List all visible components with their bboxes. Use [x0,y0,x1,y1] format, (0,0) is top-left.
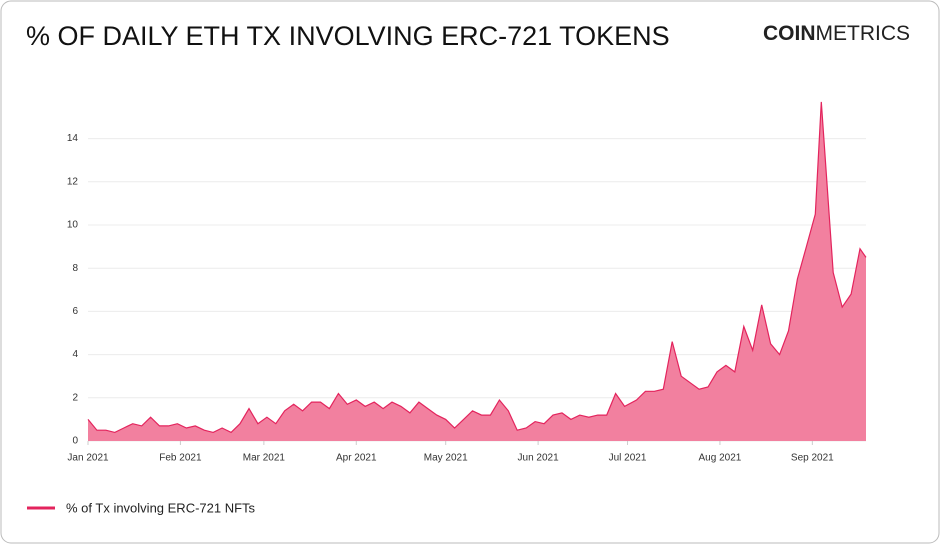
y-tick-label: 8 [72,263,78,274]
legend-label: % of Tx involving ERC-721 NFTs [66,500,256,515]
y-tick-label: 4 [72,349,78,360]
x-tick-label: Apr 2021 [336,453,377,464]
x-tick-label: Jan 2021 [67,453,109,464]
x-tick-label: Jul 2021 [609,453,647,464]
x-tick-label: Jun 2021 [518,453,560,464]
y-tick-label: 10 [67,220,79,231]
y-tick-label: 2 [72,392,78,403]
plot: 0 2 4 6 8 10 12 14 Jan 2021 Feb 2021 Mar 2021 Apr 2… [67,101,867,464]
x-tick-label: Feb 2021 [159,453,202,464]
area-fill [88,101,866,442]
area-line [87,101,867,434]
x-tick-label: May 2021 [424,453,468,464]
brand-light: METRICS [816,22,911,45]
y-tick-label: 12 [67,176,79,187]
x-tick-label: Aug 2021 [699,453,742,464]
y-tick-label: 14 [67,133,79,144]
x-tick-label: Mar 2021 [243,453,286,464]
chart-title: % OF DAILY ETH TX INVOLVING ERC-721 TOKE… [26,21,670,51]
y-tick-label: 6 [72,306,78,317]
brand-strong: COIN [763,22,816,45]
y-tick-label: 0 [72,436,78,447]
x-tick-label: Sep 2021 [791,453,834,464]
brand: COINMETRICS [763,22,910,45]
